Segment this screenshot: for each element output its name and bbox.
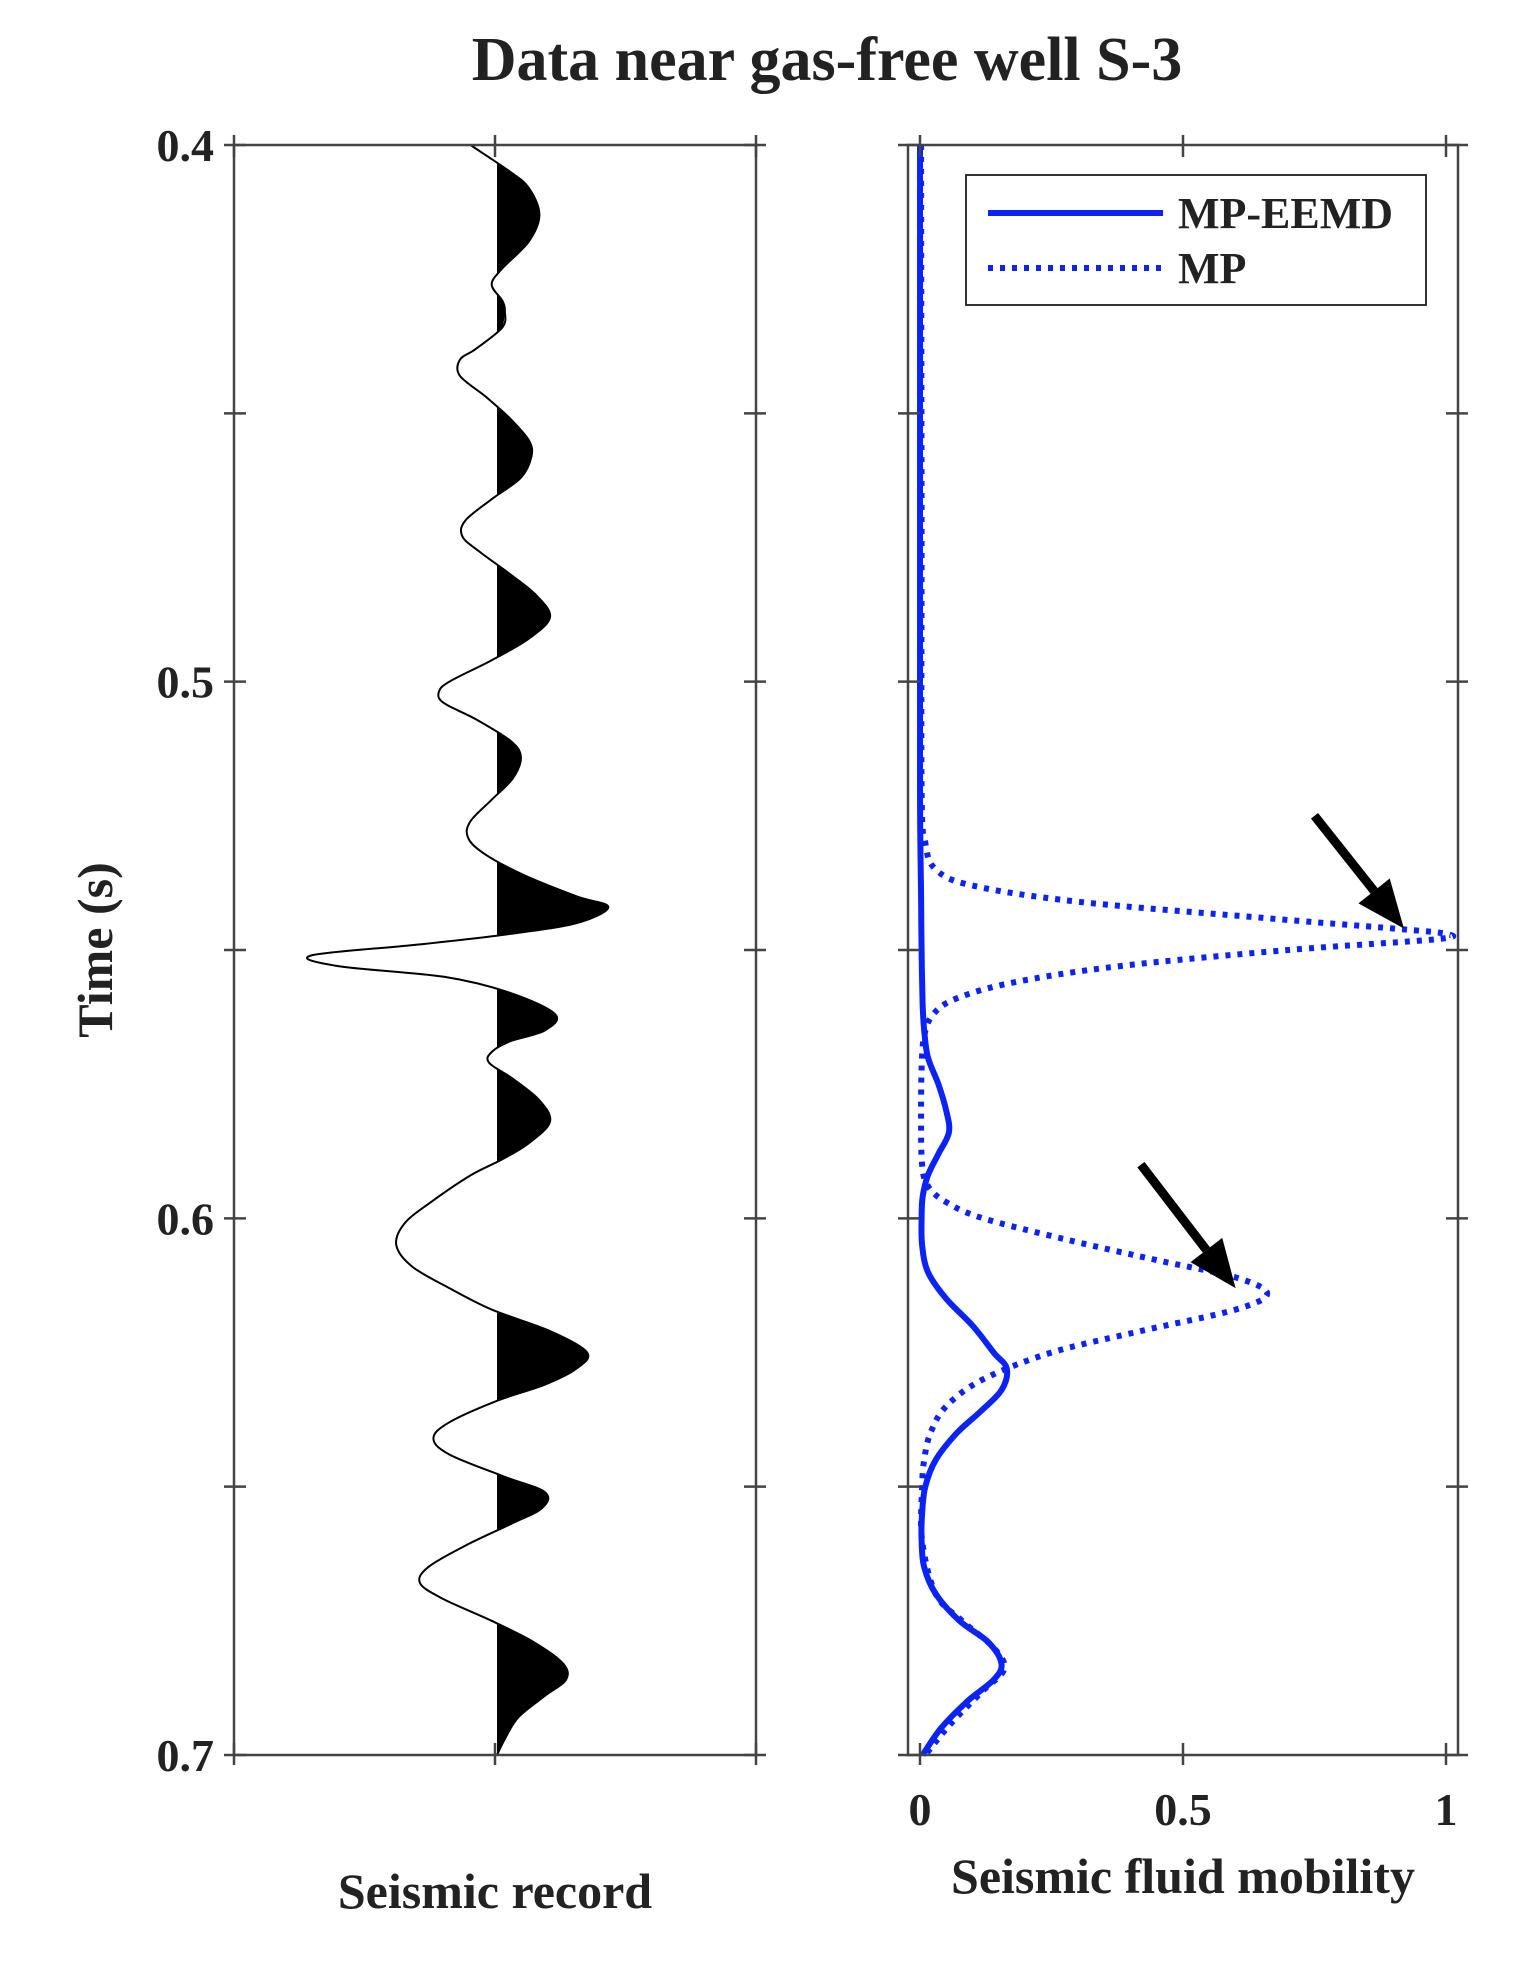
positive-lobe-fill xyxy=(495,859,609,936)
y-tick-label: 0.7 xyxy=(157,1730,215,1781)
annotation-arrow xyxy=(1310,813,1404,929)
positive-lobe-fill xyxy=(496,989,558,1050)
y-axis-label: Time (s) xyxy=(67,862,123,1037)
y-tick-label: 0.4 xyxy=(157,120,215,171)
positive-lobe-fill xyxy=(493,1310,589,1402)
fluid-mobility-panel: 0 0.5 1 Seismic fluid mobility MP-EEMD MP xyxy=(898,135,1468,1904)
series-mp-eemd-line xyxy=(916,144,1011,1757)
x-axis-label-seismic-record: Seismic record xyxy=(338,1863,652,1919)
fluid-mobility-x-ticks: 0 0.5 1 xyxy=(909,135,1458,1835)
x-tick-label: 0.5 xyxy=(1154,1784,1212,1835)
seismic-trace xyxy=(305,144,610,1756)
positive-lobe-fill xyxy=(494,1622,568,1757)
seismic-record-panel: 0.4 0.5 0.6 0.7 Time (s) Seismic record xyxy=(67,120,766,1919)
y-tick-label: 0.5 xyxy=(157,657,215,708)
annotation-arrows xyxy=(1137,813,1404,1289)
annotation-arrow xyxy=(1137,1161,1236,1289)
y-tick-label: 0.6 xyxy=(157,1193,215,1244)
positive-lobe-fill xyxy=(495,1067,551,1163)
fluid-mobility-frame xyxy=(906,143,1460,1757)
x-axis-label-fluid-mobility: Seismic fluid mobility xyxy=(951,1848,1415,1904)
x-tick-label: 0 xyxy=(909,1784,932,1835)
positive-lobe-fill xyxy=(494,563,551,659)
legend-box xyxy=(965,174,1427,306)
time-axis-ticks: 0.4 0.5 0.6 0.7 xyxy=(157,120,766,1781)
series-mp-line xyxy=(918,144,1457,1757)
x-tick-label: 1 xyxy=(1435,1784,1458,1835)
positive-fill-layer xyxy=(493,162,609,1757)
chart-title: Data near gas-free well S-3 xyxy=(472,26,1183,94)
positive-lobe-fill xyxy=(496,162,540,278)
seismic-record-x-ticks xyxy=(232,135,758,1765)
fluid-mobility-y-ticks xyxy=(898,143,1468,1757)
legend-label-mp-eemd: MP-EEMD xyxy=(1178,189,1393,238)
positive-lobe-fill xyxy=(495,731,521,796)
seismic-record-frame xyxy=(232,143,758,1757)
legend-label-mp: MP xyxy=(1178,244,1246,293)
legend: MP-EEMD MP xyxy=(965,174,1427,306)
